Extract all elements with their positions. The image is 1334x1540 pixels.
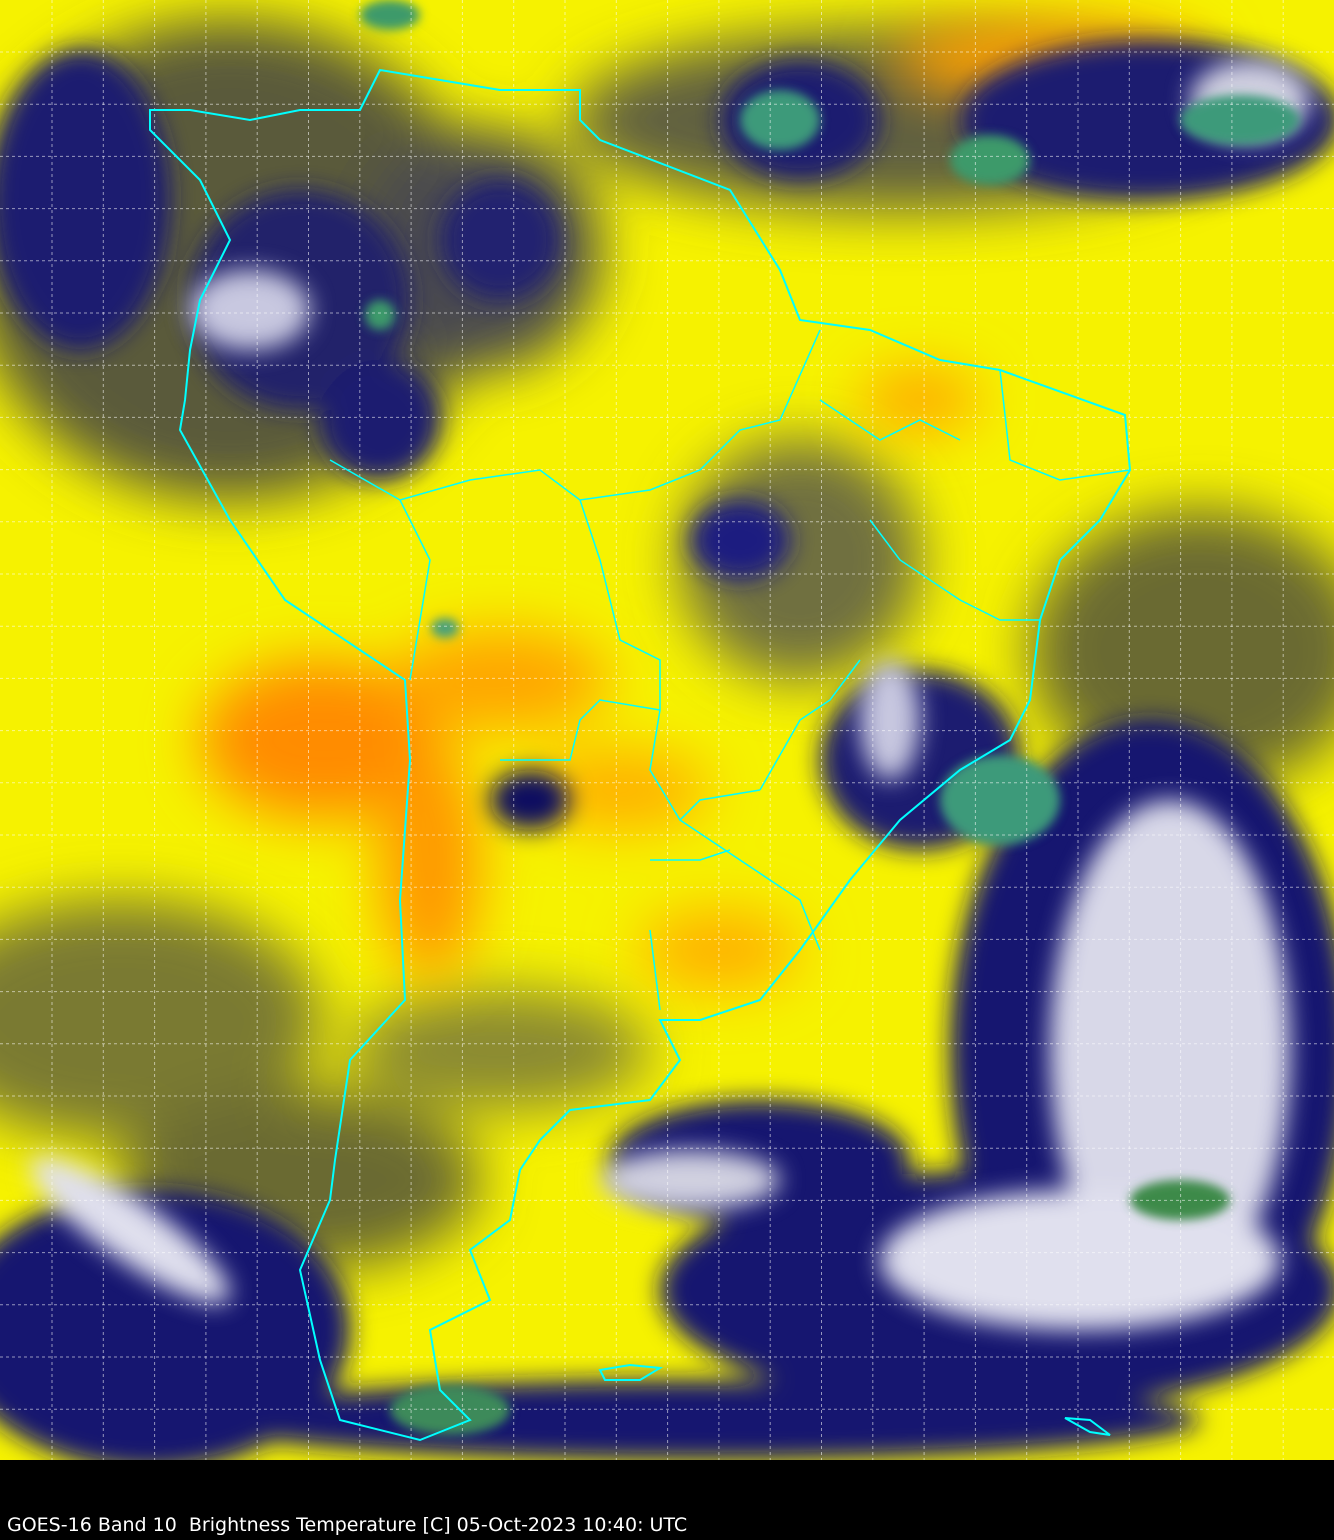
coastline (149, 68, 1132, 1442)
satellite-image (0, 0, 1334, 1460)
image-caption: GOES-16 Band 10 Brightness Temperature [… (7, 1514, 688, 1536)
cold-cloud-layer (0, 40, 1334, 1460)
falkland-islands (598, 1363, 664, 1381)
country-borders (329, 329, 1131, 1011)
south-georgia (1064, 1417, 1111, 1436)
lat-lon-grid (0, 0, 1334, 1460)
coldest-cloud-layer (360, 0, 1300, 1435)
south-america-outline (149, 68, 1132, 1442)
